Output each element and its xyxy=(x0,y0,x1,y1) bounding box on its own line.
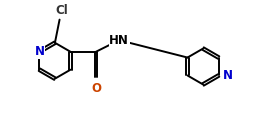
Text: N: N xyxy=(223,69,233,82)
Text: HN: HN xyxy=(109,34,129,47)
Text: O: O xyxy=(91,82,101,95)
Text: Cl: Cl xyxy=(56,4,68,17)
Text: N: N xyxy=(34,45,44,58)
